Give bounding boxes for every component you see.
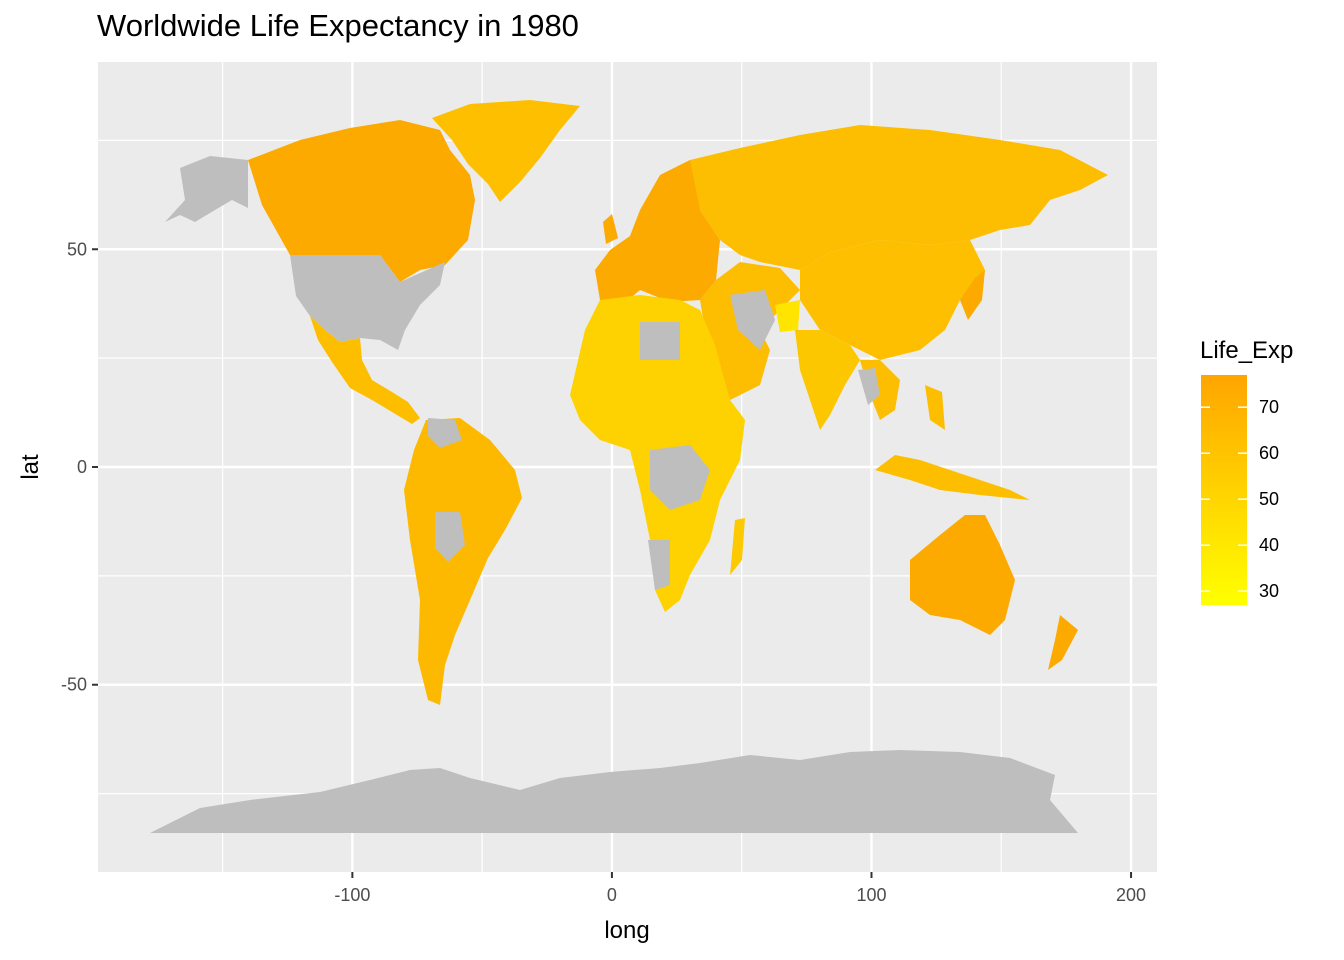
- map-layer: [150, 100, 1108, 833]
- x-tick-label: -100: [334, 885, 370, 905]
- y-tick-label: 0: [77, 457, 87, 477]
- legend-tick-label: 40: [1259, 535, 1279, 555]
- region-usa: [290, 255, 445, 350]
- region-russia: [690, 125, 1108, 270]
- region-bolivia: [435, 512, 465, 562]
- y-axis-title: lat: [17, 454, 44, 480]
- region-alaska: [165, 156, 248, 222]
- region-drc: [650, 445, 710, 510]
- region-pakistan: [775, 300, 800, 332]
- x-tick-label: 100: [856, 885, 886, 905]
- region-libya: [640, 322, 680, 360]
- x-tick-label: 0: [607, 885, 617, 905]
- chart-title: Worldwide Life Expectancy in 1980: [97, 8, 579, 43]
- region-canada: [248, 120, 475, 282]
- legend-tick-label: 30: [1259, 581, 1279, 601]
- region-india: [795, 330, 860, 430]
- legend-ticks: 30 40 50 60 70: [1201, 397, 1279, 601]
- region-new-zealand: [1048, 615, 1078, 670]
- region-venezuela-colombia: [428, 418, 462, 448]
- region-philippines: [925, 385, 945, 430]
- region-madagascar: [730, 518, 745, 575]
- region-antarctica: [150, 750, 1078, 833]
- legend-tick-label: 60: [1259, 443, 1279, 463]
- legend-tick-label: 50: [1259, 489, 1279, 509]
- region-namibia: [648, 540, 670, 590]
- x-tick-label: 200: [1116, 885, 1146, 905]
- region-japan: [960, 270, 985, 320]
- y-tick-label: -50: [61, 675, 87, 695]
- region-uk: [603, 214, 618, 244]
- region-south-america: [404, 418, 522, 705]
- region-australia: [910, 515, 1015, 635]
- legend: Life_Exp 30 40 50 60 70: [1200, 337, 1293, 605]
- region-china: [800, 240, 985, 360]
- region-mexico: [310, 316, 420, 424]
- region-afghanistan: [730, 290, 775, 350]
- legend-colorbar: [1201, 375, 1247, 605]
- legend-title: Life_Exp: [1200, 337, 1293, 364]
- x-axis: -100 0 100 200: [334, 872, 1146, 905]
- x-axis-title: long: [604, 917, 649, 944]
- y-tick-label: 50: [67, 239, 87, 259]
- region-europe: [595, 160, 720, 305]
- region-indochina: [858, 368, 880, 405]
- region-indonesia: [875, 455, 1030, 500]
- region-greenland: [432, 100, 580, 202]
- y-axis: -50 0 50: [61, 239, 98, 695]
- legend-tick-label: 70: [1259, 397, 1279, 417]
